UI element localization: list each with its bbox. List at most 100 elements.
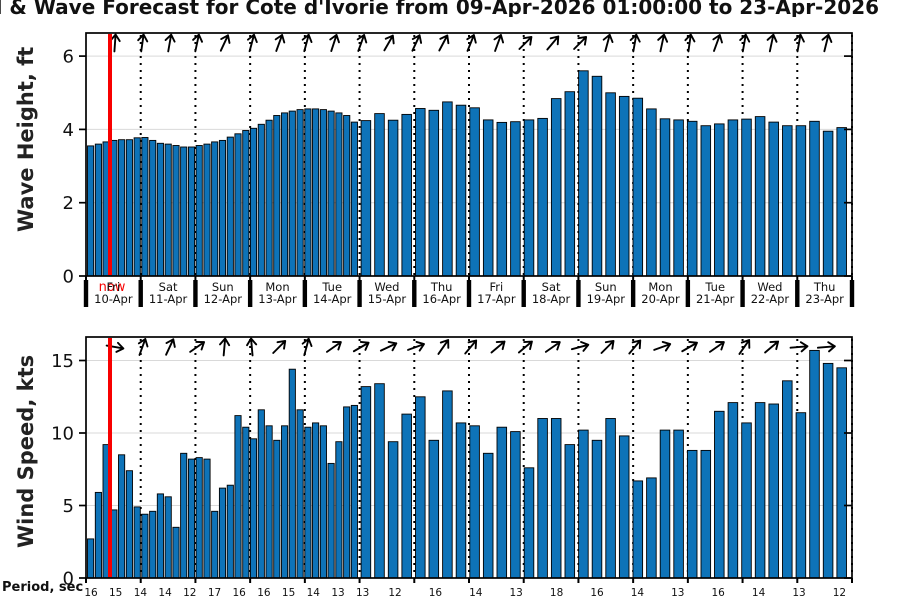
wave-bar: [618, 95, 630, 277]
day-divider: [138, 280, 143, 307]
day-of-week-label: Wed: [374, 280, 399, 294]
wind-bar: [149, 510, 157, 579]
wind-bar: [401, 413, 412, 579]
day-date-label: 11-Apr: [149, 292, 188, 306]
day-date-label: 20-Apr: [641, 292, 680, 306]
wind-bar: [319, 425, 327, 579]
wave-bar: [537, 117, 548, 277]
wave-bar: [809, 120, 820, 277]
day-divider: [521, 280, 526, 307]
direction-arrow-icon: [137, 33, 149, 53]
direction-arrow-icon: [272, 340, 287, 354]
day-divider: [83, 280, 89, 307]
direction-arrow-icon: [821, 33, 833, 53]
day-of-week-label: Mon: [265, 280, 289, 294]
period-value: 14: [752, 587, 766, 599]
direction-arrow-icon: [764, 340, 780, 354]
wave-bar: [296, 109, 304, 277]
direction-arrow-icon: [684, 33, 696, 53]
day-of-week-label: Fri: [107, 280, 121, 294]
direction-arrow-icon: [570, 341, 590, 352]
wind-bar: [836, 367, 847, 579]
wave-bars: [87, 70, 847, 277]
period-value: 12: [833, 587, 846, 599]
wave-bar: [496, 121, 508, 277]
wave-bar: [741, 118, 752, 277]
day-date-label: 17-Apr: [477, 292, 516, 306]
direction-arrow-icon: [383, 34, 395, 52]
wind-bars: [87, 349, 847, 579]
wave-bar: [836, 127, 847, 277]
direction-arrow-icon: [602, 33, 614, 53]
direction-arrow-icon: [628, 339, 642, 355]
period-value: 15: [109, 587, 122, 599]
wave-bar: [211, 141, 219, 277]
direction-arrow-icon: [164, 33, 176, 53]
wind-bar: [727, 402, 739, 579]
wave-bar: [428, 109, 440, 277]
wave-bar: [125, 139, 133, 277]
day-of-week-label: Mon: [648, 280, 672, 294]
wave-bar: [646, 108, 657, 277]
direction-arrow-icon: [544, 341, 561, 353]
direction-arrow-icon: [490, 340, 506, 354]
wind-bar: [564, 444, 576, 579]
wind-bar: [686, 449, 698, 579]
wave-bar: [319, 109, 327, 277]
day-divider: [412, 280, 417, 307]
direction-arrow-icon: [466, 34, 477, 52]
wave-bar: [327, 110, 335, 277]
wind-bar: [257, 409, 265, 579]
wave-bar: [591, 75, 603, 277]
wind-bar: [118, 454, 126, 579]
wave-bar: [156, 142, 164, 277]
wave-bar: [226, 136, 234, 277]
wind-bar: [605, 418, 616, 579]
wind-bar: [141, 513, 149, 579]
wind-bar: [700, 449, 712, 579]
direction-arrow-icon: [438, 34, 450, 52]
wind-bar: [578, 429, 589, 579]
wind-bar: [172, 526, 180, 579]
wind-bar: [281, 425, 289, 579]
wave-bar: [510, 121, 521, 277]
day-divider: [466, 280, 472, 307]
day-date-label: 16-Apr: [422, 292, 461, 306]
direction-arrow-icon: [518, 36, 533, 50]
period-value: 14: [158, 587, 172, 599]
direction-arrow-icon: [329, 33, 340, 53]
direction-arrow-icon: [411, 34, 423, 52]
day-date-label: 18-Apr: [532, 292, 571, 306]
y-tick-label: 0: [63, 267, 74, 288]
wave-bar: [387, 119, 399, 277]
wave-bar: [659, 118, 671, 277]
day-of-week-label: Sat: [542, 280, 561, 294]
wind-bar: [343, 406, 351, 579]
wave-bar: [415, 108, 426, 277]
y-tick-label: 15: [51, 351, 74, 372]
wind-bar: [782, 380, 793, 579]
wind-bar: [741, 422, 752, 579]
wave-bar: [118, 139, 126, 277]
direction-arrow-icon: [708, 341, 725, 353]
wind-bar: [469, 425, 480, 579]
wave-bar: [768, 121, 779, 277]
wave-bar: [795, 125, 807, 277]
wind-bar: [714, 410, 725, 579]
wind-bar: [312, 422, 320, 579]
direction-arrow-icon: [407, 340, 425, 352]
wind-chart: 0 5 10 15: [51, 336, 853, 590]
wind-bar: [618, 435, 630, 579]
day-of-week-label: Sun: [595, 280, 617, 294]
direction-arrow-icon: [681, 340, 698, 353]
day-date-label: 12-Apr: [204, 292, 243, 306]
period-value: 16: [429, 587, 443, 599]
period-value: 16: [233, 587, 247, 599]
wave-bar: [822, 130, 834, 277]
direction-arrow-icon: [546, 35, 560, 51]
wave-bar: [195, 145, 203, 277]
period-value: 16: [712, 587, 726, 599]
wave-bar: [257, 123, 265, 277]
